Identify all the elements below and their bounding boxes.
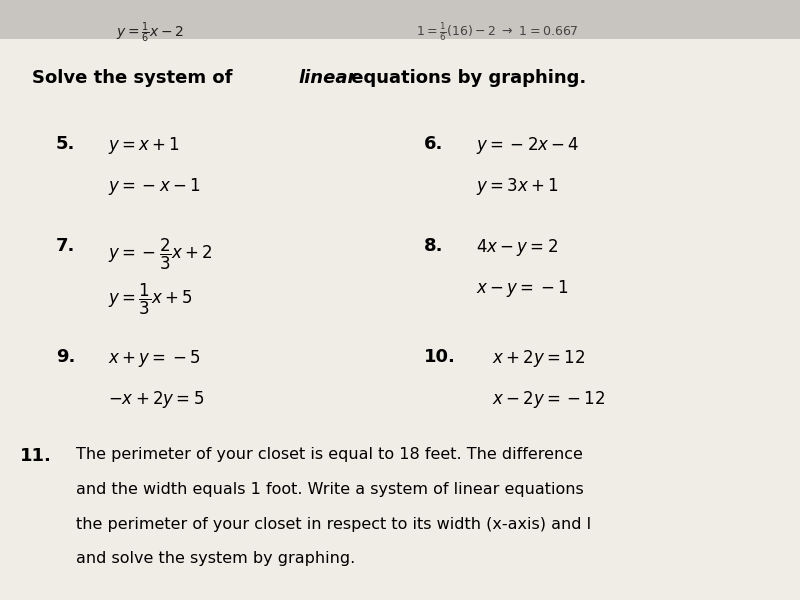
Text: and solve the system by graphing.: and solve the system by graphing.	[76, 551, 355, 566]
Text: 7.: 7.	[56, 237, 75, 255]
Text: $1 = \frac{1}{6}(16) - 2\ \rightarrow\ 1 = 0.667$: $1 = \frac{1}{6}(16) - 2\ \rightarrow\ 1…	[416, 21, 579, 43]
Text: $x - 2y = -12$: $x - 2y = -12$	[492, 389, 606, 410]
Text: Solve the system of: Solve the system of	[32, 69, 238, 87]
Text: $-x + 2y = 5$: $-x + 2y = 5$	[108, 389, 204, 410]
Text: $y = -2x - 4$: $y = -2x - 4$	[476, 135, 579, 156]
Text: linear: linear	[298, 69, 357, 87]
Text: $y = -x - 1$: $y = -x - 1$	[108, 176, 201, 197]
Bar	[0, 0, 800, 39]
Text: $y = \dfrac{1}{3}x + 5$: $y = \dfrac{1}{3}x + 5$	[108, 282, 193, 317]
Text: The perimeter of your closet is equal to 18 feet. The difference: The perimeter of your closet is equal to…	[76, 447, 583, 462]
Text: 11.: 11.	[20, 447, 52, 465]
Text: $x + 2y = 12$: $x + 2y = 12$	[492, 348, 585, 369]
Text: $y = x + 1$: $y = x + 1$	[108, 135, 180, 156]
Text: 6.: 6.	[424, 135, 443, 153]
Text: $x + y = -5$: $x + y = -5$	[108, 348, 201, 369]
Text: equations by graphing.: equations by graphing.	[345, 69, 586, 87]
Text: $y = \frac{1}{6}x - 2$: $y = \frac{1}{6}x - 2$	[116, 21, 184, 46]
Text: $y = 3x + 1$: $y = 3x + 1$	[476, 176, 558, 197]
Text: 9.: 9.	[56, 348, 75, 366]
Text: $x - y = -1$: $x - y = -1$	[476, 278, 569, 299]
Text: 10.: 10.	[424, 348, 456, 366]
Text: and the width equals 1 foot. Write a system of linear equations: and the width equals 1 foot. Write a sys…	[76, 482, 584, 497]
Text: $4x - y = 2$: $4x - y = 2$	[476, 237, 558, 258]
Text: $y = -\dfrac{2}{3}x + 2$: $y = -\dfrac{2}{3}x + 2$	[108, 237, 213, 272]
Text: the perimeter of your closet in respect to its width (x-axis) and l: the perimeter of your closet in respect …	[76, 517, 591, 532]
Text: 5.: 5.	[56, 135, 75, 153]
Text: 8.: 8.	[424, 237, 443, 255]
